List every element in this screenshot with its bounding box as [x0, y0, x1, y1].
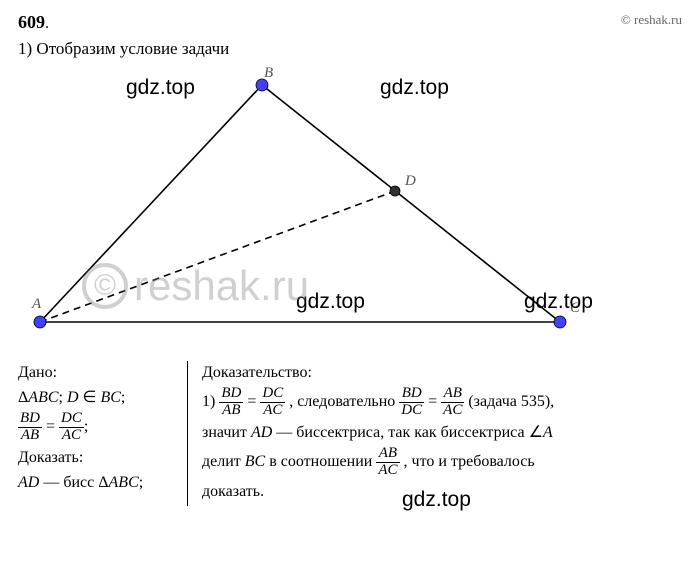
prove-title: Доказать: — [18, 446, 173, 469]
source-attribution: © reshak.ru — [621, 12, 682, 28]
proof-column: Доказательство: 1) BDAB = DCAC , следова… — [188, 361, 682, 506]
proof-line1: 1) BDAB = DCAC , следовательно BDDC = AB… — [202, 386, 682, 419]
prove-line: AD — бисс ΔABC; — [18, 471, 173, 494]
problem-number: 609. — [18, 12, 49, 33]
svg-text:A: A — [31, 296, 42, 312]
proof-title: Доказательство: — [202, 361, 682, 384]
step-text: 1) Отобразим условие задачи — [0, 37, 700, 67]
proof-line2: значит AD — биссектриса, так как биссект… — [202, 421, 682, 444]
svg-text:B: B — [264, 67, 273, 81]
proof-area: Дано: ΔABC; D ∈ BC; BDAB = DCAC; Доказат… — [0, 357, 700, 506]
given-column: Дано: ΔABC; D ∈ BC; BDAB = DCAC; Доказат… — [18, 361, 188, 506]
proof-line3: делит BC в соотношении ABAC , что и треб… — [202, 446, 682, 479]
svg-text:D: D — [404, 173, 416, 189]
triangle-diagram: A B C D — [0, 67, 700, 357]
given-title: Дано: — [18, 361, 173, 384]
proof-line4: доказать. — [202, 480, 682, 503]
given-ratio: BDAB = DCAC; — [18, 411, 173, 444]
svg-text:C: C — [570, 300, 581, 316]
given-line1: ΔABC; D ∈ BC; — [18, 386, 173, 409]
